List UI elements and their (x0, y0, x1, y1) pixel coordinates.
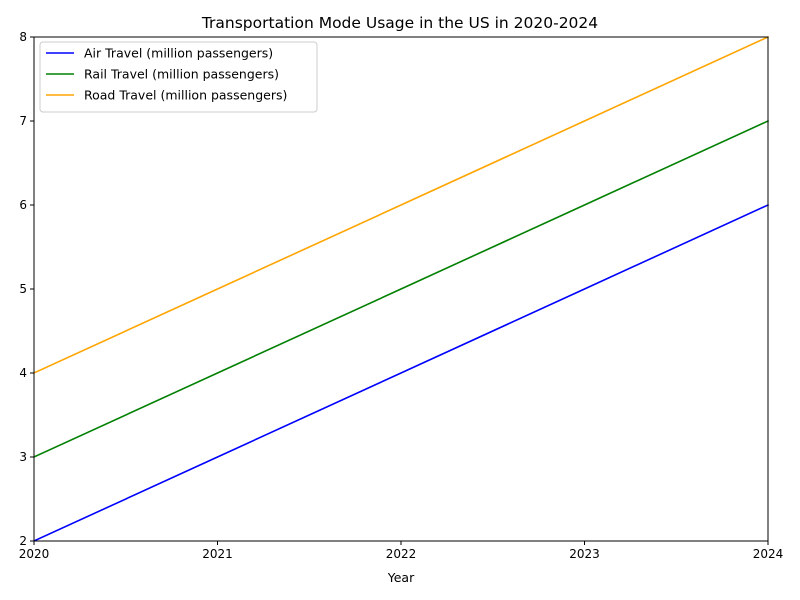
chart-title: Transportation Mode Usage in the US in 2… (201, 14, 598, 32)
legend-label-2: Rail Travel (million passengers) (84, 67, 279, 82)
x-axis-label: Year (387, 570, 415, 585)
y-tick-label: 5 (19, 282, 27, 296)
x-tick-label: 2020 (19, 547, 50, 561)
y-axis-ticks: 2 3 4 5 6 7 8 (19, 30, 34, 548)
legend-label-3: Road Travel (million passengers) (84, 88, 287, 103)
legend: Air Travel (million passengers) Rail Trav… (39, 41, 318, 113)
x-tick-label: 2024 (753, 547, 784, 561)
x-tick-label: 2022 (386, 547, 417, 561)
legend-box (39, 41, 318, 113)
legend-label-1: Air Travel (million passengers) (84, 46, 273, 61)
x-tick-label: 2021 (202, 547, 233, 561)
x-tick-label: 2023 (569, 547, 600, 561)
y-tick-label: 6 (19, 198, 27, 212)
series-line-3 (32, 35, 770, 375)
y-tick-label: 3 (19, 450, 27, 464)
y-tick-label: 4 (19, 366, 27, 380)
x-axis-ticks: 2020 2021 2022 2023 2024 (19, 541, 784, 561)
y-tick-label: 8 (19, 30, 27, 44)
series-layer (32, 35, 770, 543)
series-line-1 (32, 203, 770, 543)
y-tick-label: 7 (19, 114, 27, 128)
y-tick-label: 2 (19, 534, 27, 548)
series-line-2 (32, 119, 770, 459)
